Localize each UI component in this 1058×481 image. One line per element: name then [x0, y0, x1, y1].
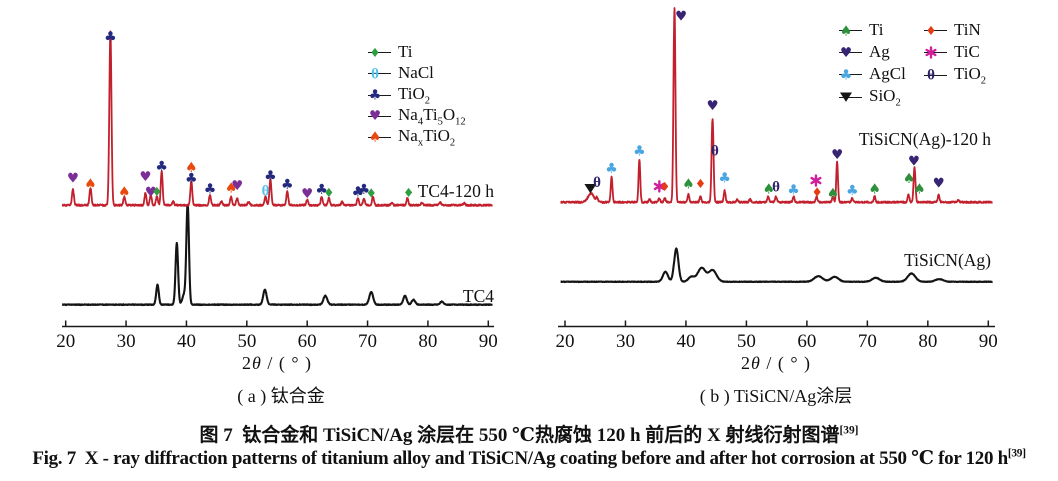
x-tick-label: 50 — [737, 331, 756, 352]
x-tick-label: 30 — [616, 331, 635, 352]
x-tick-label: 90 — [979, 331, 998, 352]
caption-english: Fig. 7 X - ray diffraction patterns of t… — [32, 447, 1026, 469]
phase-marker-na4ti5o12: ♥ — [67, 171, 79, 187]
series-label: TC4-120 h — [418, 181, 495, 201]
x-tick-label: 90 — [479, 331, 498, 352]
phase-marker-ti: ♠ — [913, 181, 926, 197]
phase-marker-agcl: ♣ — [718, 171, 731, 187]
phase-marker-tio2: θ — [772, 180, 780, 196]
x-tick-label: 50 — [237, 331, 256, 352]
curve-tisicn-ag-120-h — [560, 7, 994, 204]
phase-marker-tic — [810, 174, 822, 187]
x-axis-label-a: 2θ / ( ° ) — [241, 353, 313, 373]
x-tick-label: 30 — [117, 331, 136, 352]
phase-marker-tic — [653, 180, 665, 193]
phase-marker-agcl: ♣ — [605, 161, 618, 177]
phase-marker-tio2: ♣ — [155, 159, 168, 175]
phase-marker-tio2: ♣ — [185, 171, 198, 187]
phase-marker-ti: ♠ — [682, 176, 695, 192]
x-tick-label: 40 — [676, 331, 695, 352]
phase-marker-ti: ♠ — [868, 181, 881, 197]
phase-marker-agcl: ♣ — [787, 183, 800, 199]
caption-chinese: 图 7 钛合金和 TiSiCN/Ag 涂层在 550 ℃热腐蚀 120 h 前后… — [199, 424, 859, 446]
phase-marker-ti: ♦ — [151, 184, 162, 199]
phase-marker-tin: ♦ — [695, 176, 706, 191]
phase-marker-na4ti5o12: ♥ — [231, 178, 243, 194]
series-label: TiSiCN(Ag)-120 h — [859, 129, 991, 149]
phase-marker-tio2: ♣ — [352, 185, 365, 201]
phase-marker-ag: ♥ — [706, 98, 718, 114]
phase-marker-ti: ♠ — [763, 181, 776, 197]
curve-tc4-120-h — [61, 30, 494, 207]
phase-marker-ag: ♥ — [933, 175, 945, 191]
x-axis-label-b: 2θ / ( ° ) — [740, 353, 812, 373]
phase-marker-ag: ♥ — [908, 153, 920, 169]
x-tick-label: 70 — [858, 331, 877, 352]
phase-marker-agcl: ♣ — [633, 143, 646, 159]
series-label: TC4 — [463, 286, 494, 306]
phase-marker-naxtio2: ♠ — [84, 176, 97, 192]
curve-tc4 — [61, 203, 494, 307]
phase-marker-tio2: ♣ — [358, 182, 371, 198]
x-tick-label: 80 — [418, 331, 437, 352]
phase-marker-ti: ♦ — [403, 185, 414, 200]
x-tick-label: 60 — [797, 331, 816, 352]
phase-marker-tin: ♦ — [812, 185, 823, 200]
phase-marker-tio2: θ — [711, 143, 719, 159]
phase-marker-ti: ♦ — [366, 186, 377, 201]
phase-marker-tio2: ♣ — [204, 182, 217, 198]
phase-marker-sio2 — [584, 184, 597, 194]
phase-marker-ti: ♦ — [323, 185, 334, 200]
phase-marker-agcl: ♣ — [846, 183, 859, 199]
x-tick-label: 40 — [177, 331, 196, 352]
phase-marker-ti: ♠ — [903, 171, 916, 187]
phase-marker-na4ti5o12: ♥ — [145, 184, 157, 200]
phase-marker-tio2: ♣ — [281, 177, 294, 193]
phase-marker-naxtio2: ♠ — [118, 185, 131, 201]
phase-marker-tio2: ♣ — [104, 29, 117, 45]
phase-marker-tio2: ♣ — [315, 182, 328, 198]
phase-marker-ag: ♥ — [831, 147, 843, 163]
phase-marker-na4ti5o12: ♥ — [301, 186, 313, 202]
phase-marker-tio2: θ — [593, 175, 601, 191]
phase-marker-ti: ♠ — [827, 186, 840, 202]
x-tick-label: 60 — [298, 331, 317, 352]
phase-marker-ag: ♥ — [675, 9, 687, 25]
phase-marker-tin: ♦ — [659, 179, 670, 194]
series-label: TiSiCN(Ag) — [904, 250, 991, 270]
x-tick-label: 20 — [56, 331, 75, 352]
phase-marker-na4ti5o12: ♥ — [139, 169, 151, 185]
subcaption-b: ( b ) TiSiCN/Ag涂层 — [699, 386, 853, 406]
phase-marker-tio2: ♣ — [264, 168, 277, 184]
curve-tisicn-ag- — [560, 247, 994, 284]
x-tick-label: 70 — [358, 331, 377, 352]
x-tick-label: 20 — [556, 331, 575, 352]
phase-marker-naxtio2: ♠ — [225, 181, 238, 197]
phase-marker-naxtio2: ♠ — [185, 160, 198, 176]
phase-marker-nacl: θ — [262, 183, 270, 199]
xrd-panel-b: 20 30 40 50 60 70 80 90 TiSiCN(Ag) TiSiCN(Ag)-120… — [556, 7, 998, 352]
subcaption-a: ( a ) 钛合金 — [237, 386, 325, 406]
x-tick-label: 80 — [918, 331, 937, 352]
